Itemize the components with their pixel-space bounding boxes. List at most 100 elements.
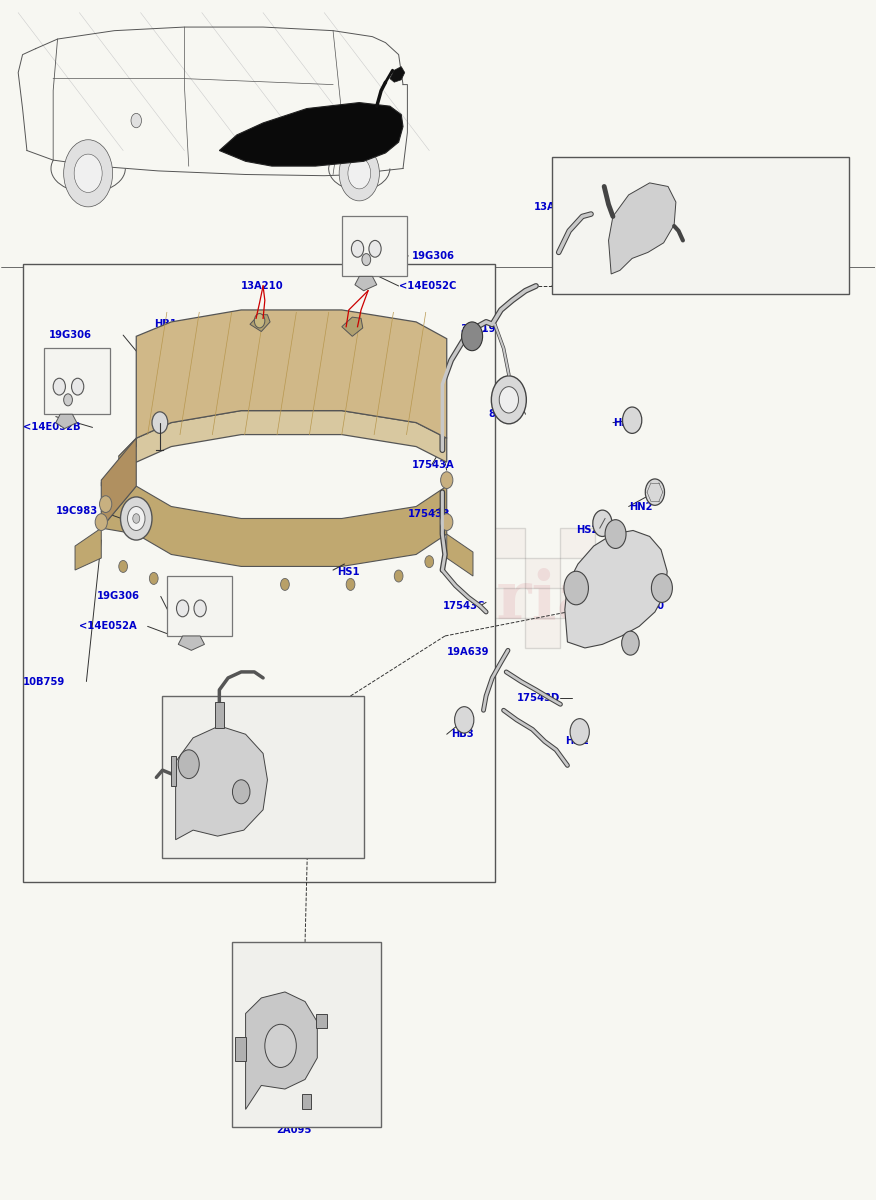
- FancyBboxPatch shape: [342, 216, 407, 276]
- Polygon shape: [56, 414, 77, 428]
- Text: HS1: HS1: [337, 568, 360, 577]
- FancyBboxPatch shape: [491, 588, 526, 618]
- Text: HN2: HN2: [629, 502, 652, 511]
- Text: HN1: HN1: [565, 737, 589, 746]
- FancyBboxPatch shape: [526, 618, 561, 648]
- Circle shape: [623, 407, 642, 433]
- FancyBboxPatch shape: [456, 558, 491, 588]
- Text: 19G306: 19G306: [49, 330, 92, 340]
- Polygon shape: [102, 438, 137, 528]
- Circle shape: [346, 578, 355, 590]
- Circle shape: [194, 600, 206, 617]
- FancyBboxPatch shape: [456, 618, 491, 648]
- Polygon shape: [609, 182, 676, 274]
- Polygon shape: [245, 992, 317, 1110]
- Text: HB3: HB3: [451, 730, 474, 739]
- Circle shape: [232, 780, 250, 804]
- Circle shape: [622, 631, 639, 655]
- Text: 17D690: 17D690: [622, 601, 665, 611]
- Polygon shape: [102, 438, 137, 486]
- Polygon shape: [175, 726, 267, 840]
- Circle shape: [152, 412, 167, 433]
- Text: 17543C: 17543C: [442, 601, 484, 611]
- Text: <14E052C: <14E052C: [399, 281, 456, 290]
- Text: 19A639: 19A639: [447, 647, 490, 656]
- Polygon shape: [178, 636, 204, 650]
- Circle shape: [280, 578, 289, 590]
- FancyBboxPatch shape: [232, 942, 381, 1127]
- Circle shape: [150, 572, 159, 584]
- Polygon shape: [102, 486, 447, 566]
- Circle shape: [64, 139, 113, 206]
- Circle shape: [265, 1025, 296, 1068]
- Polygon shape: [355, 276, 377, 290]
- Circle shape: [425, 556, 434, 568]
- FancyBboxPatch shape: [526, 558, 561, 588]
- Text: 9A123: 9A123: [639, 232, 675, 242]
- Circle shape: [128, 506, 145, 530]
- FancyBboxPatch shape: [491, 528, 526, 558]
- FancyBboxPatch shape: [45, 348, 110, 414]
- Circle shape: [95, 514, 108, 530]
- Circle shape: [441, 472, 453, 488]
- Circle shape: [339, 145, 379, 200]
- Circle shape: [455, 707, 474, 733]
- Text: 10B759: 10B759: [23, 677, 65, 686]
- Text: HB2: HB2: [307, 709, 329, 719]
- Circle shape: [369, 240, 381, 257]
- Polygon shape: [342, 317, 363, 336]
- Circle shape: [564, 571, 589, 605]
- Text: SCJutoria: SCJutoria: [241, 568, 601, 632]
- Text: 19G306: 19G306: [97, 592, 140, 601]
- FancyBboxPatch shape: [561, 528, 596, 558]
- Circle shape: [348, 157, 371, 188]
- Polygon shape: [565, 530, 668, 648]
- Circle shape: [605, 520, 626, 548]
- Text: HB1: HB1: [154, 319, 177, 329]
- Text: 13A210: 13A210: [241, 281, 284, 290]
- Circle shape: [499, 386, 519, 413]
- FancyBboxPatch shape: [552, 156, 849, 294]
- Circle shape: [491, 376, 526, 424]
- Circle shape: [133, 514, 140, 523]
- Circle shape: [394, 570, 403, 582]
- Circle shape: [131, 113, 142, 127]
- Polygon shape: [302, 1094, 311, 1110]
- FancyBboxPatch shape: [166, 576, 232, 636]
- Circle shape: [646, 479, 665, 505]
- Text: HS2: HS2: [576, 526, 598, 535]
- Polygon shape: [119, 410, 447, 462]
- Circle shape: [570, 719, 590, 745]
- Text: 3A719: 3A719: [460, 324, 495, 334]
- FancyBboxPatch shape: [561, 588, 596, 618]
- Polygon shape: [75, 528, 102, 570]
- Polygon shape: [171, 756, 175, 786]
- FancyBboxPatch shape: [162, 696, 364, 858]
- Circle shape: [64, 394, 73, 406]
- Text: <14E052B: <14E052B: [23, 422, 80, 432]
- Polygon shape: [390, 67, 405, 82]
- Text: 2A095: 2A095: [276, 1124, 312, 1135]
- FancyBboxPatch shape: [23, 264, 495, 882]
- Text: 19G306: 19G306: [412, 251, 455, 260]
- Circle shape: [362, 253, 371, 265]
- Circle shape: [176, 600, 188, 617]
- Polygon shape: [215, 702, 223, 728]
- Text: 17543D: 17543D: [517, 694, 560, 703]
- Text: 10C708: 10C708: [166, 739, 209, 749]
- Circle shape: [351, 240, 364, 257]
- Circle shape: [53, 378, 66, 395]
- Circle shape: [100, 496, 112, 512]
- Polygon shape: [447, 534, 473, 576]
- Circle shape: [210, 578, 219, 590]
- Circle shape: [119, 560, 128, 572]
- Text: 8100: 8100: [489, 409, 517, 419]
- Circle shape: [652, 574, 673, 602]
- Circle shape: [74, 154, 102, 192]
- Circle shape: [178, 750, 199, 779]
- Text: HB4: HB4: [613, 418, 636, 427]
- Circle shape: [462, 322, 483, 350]
- Polygon shape: [315, 1014, 327, 1028]
- Text: 19C983: 19C983: [56, 506, 98, 516]
- Text: 17543A: 17543A: [412, 460, 455, 469]
